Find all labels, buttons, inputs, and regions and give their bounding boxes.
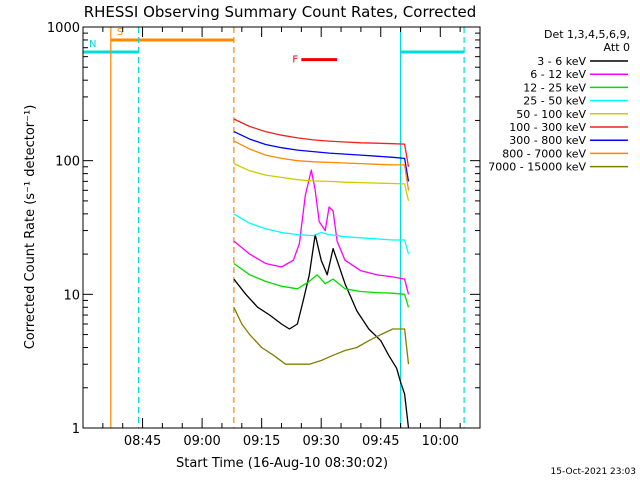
series-line-5 (233, 163, 410, 202)
legend-header-line2: Att 0 (604, 41, 630, 54)
legend-label: 300 - 800 keV (509, 134, 586, 147)
y-tick-label: 1000 (47, 21, 80, 36)
legend-label: 25 - 50 keV (523, 95, 586, 108)
series-line-1 (233, 233, 410, 429)
annotation-label: S (117, 27, 123, 38)
x-tick-label: 10:00 (422, 434, 459, 449)
x-axis-title: Start Time (16-Aug-10 08:30:02) (176, 456, 388, 471)
legend-label: 7000 - 15000 keV (488, 161, 586, 174)
y-tick-label: 1 (72, 422, 80, 437)
series-line-4 (233, 213, 410, 255)
timestamp-footer: 15-Oct-2021 23:03 (551, 467, 636, 477)
x-tick-label: 09:30 (302, 434, 339, 449)
x-tick-label: 09:15 (243, 434, 280, 449)
x-tick-label: 08:45 (124, 434, 161, 449)
x-tick-label: 09:00 (183, 434, 220, 449)
series-layer (233, 118, 410, 429)
annotation-layer: S N F (83, 27, 465, 428)
series-line-9 (233, 307, 410, 365)
series-line-8 (233, 140, 410, 191)
legend-label: 6 - 12 keV (530, 68, 586, 81)
chart-title: RHESSI Observing Summary Count Rates, Co… (84, 3, 477, 21)
legend-label: 3 - 6 keV (537, 55, 586, 68)
plot-frame (82, 26, 481, 429)
series-line-6 (233, 118, 410, 167)
series-line-7 (233, 131, 410, 182)
legend-label: 800 - 7000 keV (502, 147, 586, 160)
y-tick-label: 10 (63, 288, 80, 303)
annotation-label: N (89, 39, 96, 50)
series-line-3 (233, 262, 410, 308)
series-line-2 (233, 169, 410, 295)
axis-layer: 1 10 100 1000 08:45 09:00 09:15 09:30 09:45 10:00 (47, 21, 481, 449)
legend-label: 12 - 25 keV (523, 81, 586, 94)
x-tick-label: 09:45 (362, 434, 399, 449)
y-tick-label: 100 (55, 155, 80, 170)
y-axis-title: Corrected Count Rate (s⁻¹ detector⁻¹) (23, 105, 38, 350)
annotation-label: F (292, 55, 298, 66)
legend-header-line1: Det 1,3,4,5,6,9, (544, 28, 630, 41)
legend-label: 50 - 100 keV (516, 108, 586, 121)
legend-label: 100 - 300 keV (509, 121, 586, 134)
